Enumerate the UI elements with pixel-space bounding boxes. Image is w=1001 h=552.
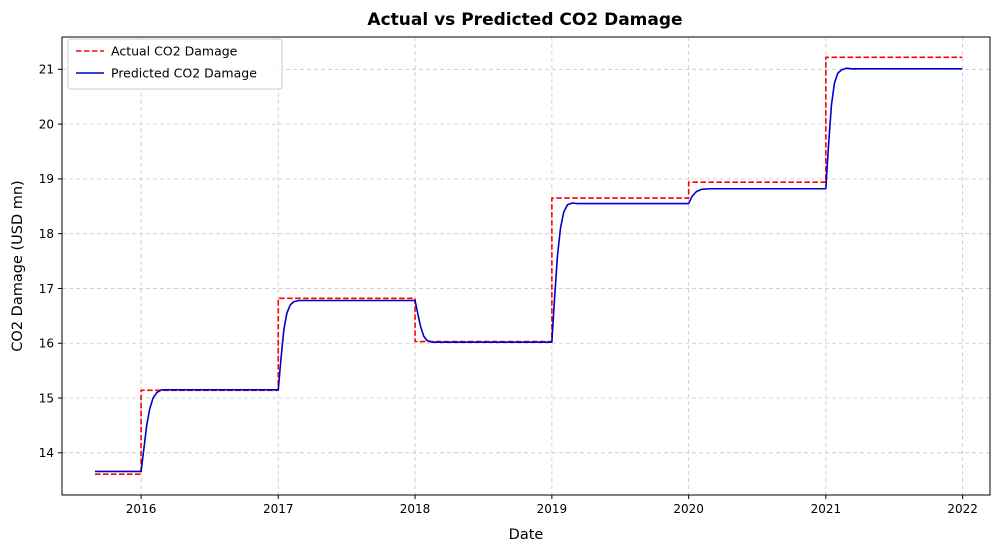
legend: Actual CO2 Damage Predicted CO2 Damage [67, 38, 283, 90]
x-axis: 2016 2017 2018 2019 2020 2021 2022 [126, 495, 978, 516]
x-axis-title: Date [509, 527, 544, 543]
y-tick-label: 15 [39, 391, 54, 405]
x-tick-label: 2021 [811, 502, 842, 516]
x-tick-label: 2017 [263, 502, 294, 516]
y-tick-label: 19 [39, 172, 54, 186]
y-tick-label: 16 [39, 337, 54, 351]
actual-series-line [94, 56, 963, 475]
x-tick-label: 2016 [126, 502, 157, 516]
legend-label-actual: Actual CO2 Damage [111, 44, 238, 59]
x-tick-label: 2022 [947, 502, 978, 516]
y-tick-label: 21 [39, 63, 54, 77]
grid-lines [62, 37, 990, 495]
y-tick-label: 14 [39, 446, 54, 460]
y-tick-label: 20 [39, 117, 54, 131]
y-tick-label: 18 [39, 227, 54, 241]
y-axis-title: CO2 Damage (USD mn) [10, 180, 26, 351]
chart-title: Actual vs Predicted CO2 Damage [367, 10, 682, 30]
x-tick-label: 2020 [673, 502, 704, 516]
y-tick-label: 17 [39, 282, 54, 296]
legend-box [67, 38, 283, 90]
plot-frame [61, 36, 991, 496]
x-tick-label: 2019 [537, 502, 568, 516]
x-tick-label: 2018 [400, 502, 431, 516]
legend-label-predicted: Predicted CO2 Damage [111, 66, 257, 81]
predicted-series-line [94, 67, 963, 473]
series-layer [94, 56, 963, 475]
y-axis: 14 15 16 17 18 19 20 21 [39, 63, 62, 460]
